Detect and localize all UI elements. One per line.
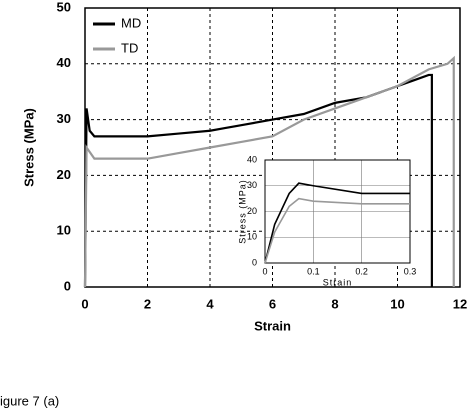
y-tick-label: 50	[57, 0, 71, 14]
y-tick-label: 10	[57, 223, 71, 238]
y-axis-label: Stress (MPa)	[237, 179, 247, 244]
data-line	[264, 182, 410, 264]
y-tick-label: 0	[252, 257, 257, 267]
x-tick-label: 12	[453, 296, 467, 311]
plot-frame	[84, 7, 461, 288]
y-tick-label: 30	[247, 180, 257, 190]
y-tick-label: 10	[247, 232, 257, 242]
legend-label: MD	[121, 15, 141, 30]
x-tick-label: 0.1	[307, 266, 320, 276]
y-axis-label: Stress (MPa)	[21, 108, 36, 187]
plot-frame	[264, 159, 411, 264]
y-tick-label: 40	[57, 55, 71, 70]
y-tick-label: 40	[247, 154, 257, 164]
y-tick-label: 0	[64, 278, 71, 293]
y-tick-label: 20	[57, 167, 71, 182]
x-tick-label: 0.3	[404, 266, 417, 276]
x-tick-label: 0	[262, 266, 267, 276]
x-axis-label: Strain	[254, 318, 291, 333]
x-tick-label: 10	[390, 296, 404, 311]
data-line	[83, 55, 455, 288]
x-tick-label: 0	[81, 296, 88, 311]
x-axis-label: Strain	[323, 277, 353, 287]
x-tick-label: 2	[144, 296, 151, 311]
x-tick-label: 4	[206, 296, 214, 311]
data-line	[83, 73, 433, 288]
data-line	[264, 197, 410, 264]
y-tick-label: 20	[247, 206, 257, 216]
legend-label: TD	[121, 40, 138, 55]
x-tick-label: 6	[269, 296, 276, 311]
caption: igure 7 (a)	[0, 393, 59, 408]
y-tick-label: 30	[57, 111, 71, 126]
x-tick-label: 8	[331, 296, 338, 311]
x-tick-label: 0.2	[355, 266, 368, 276]
